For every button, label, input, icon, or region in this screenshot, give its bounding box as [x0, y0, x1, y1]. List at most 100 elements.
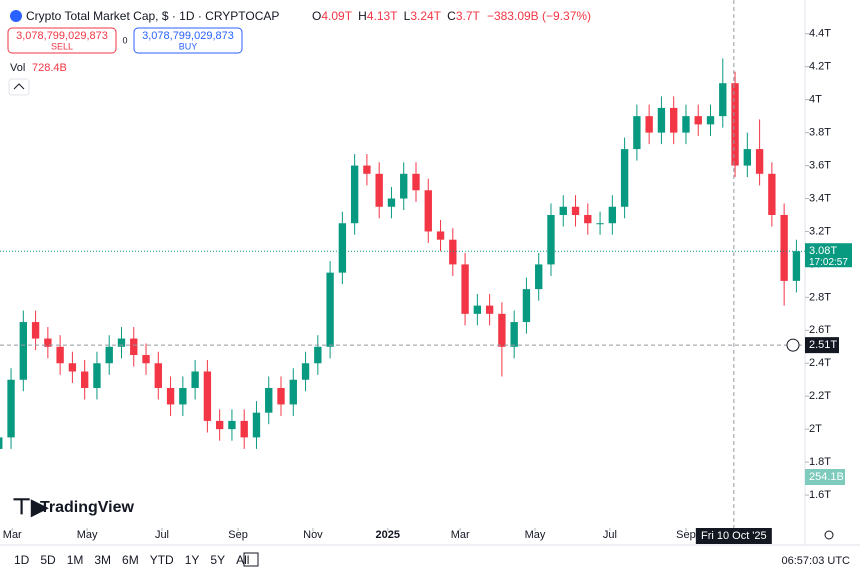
- vol-value: 728.4B: [32, 62, 67, 74]
- c-label: C: [447, 9, 456, 23]
- ohlc: O4.09T H4.13T L3.24T C3.7T −383.09B (−9.…: [312, 9, 591, 23]
- candle-body: [265, 387, 273, 413]
- x-tick-label: Jul: [155, 529, 169, 541]
- buy-label: BUY: [179, 41, 198, 51]
- buy-price: 3,078,799,029,873: [142, 30, 234, 42]
- candle-body: [694, 116, 702, 125]
- candle-body: [473, 305, 482, 314]
- volume-badge: [805, 469, 845, 485]
- y-tick-label: 2.4T: [809, 357, 831, 369]
- h: 4.13T: [367, 9, 398, 23]
- candle-body: [571, 206, 580, 215]
- candle-body: [252, 412, 261, 438]
- candle-body: [510, 322, 518, 347]
- candle-body: [44, 338, 52, 347]
- candle-body: [780, 214, 788, 281]
- candle-body: [154, 363, 162, 388]
- candle-body: [682, 116, 690, 133]
- candle-body: [117, 338, 126, 347]
- buy-button[interactable]: [133, 27, 243, 54]
- range-button[interactable]: 1Y: [185, 553, 200, 567]
- x-tick-label: Sep: [228, 529, 248, 541]
- sell-label: SELL: [51, 41, 73, 51]
- candle-body: [130, 338, 138, 356]
- x-tick-label: May: [77, 529, 98, 541]
- candle-body: [105, 346, 113, 364]
- candle-body: [93, 363, 101, 388]
- o-label: O: [312, 9, 321, 23]
- logo: TradingView: [40, 499, 135, 516]
- y-tick-label: 3.8T: [809, 127, 831, 139]
- crosshair-x-label: Fri 10 Oct '25: [701, 530, 767, 542]
- candle-body: [68, 363, 77, 372]
- candle-body: [301, 363, 310, 380]
- candle-body: [375, 173, 383, 207]
- candle-body: [166, 387, 175, 405]
- x-tick-label: 2025: [376, 529, 400, 541]
- candle-body: [240, 420, 248, 438]
- y-tick-label: 4.4T: [809, 28, 831, 40]
- candle-body: [7, 379, 15, 438]
- range-button[interactable]: 5Y: [210, 553, 225, 567]
- last-price-label: 3.08T: [809, 245, 837, 257]
- crosshair-y-label: 2.51T: [809, 339, 837, 351]
- settings-icon[interactable]: [824, 530, 834, 540]
- candle-body: [387, 198, 396, 207]
- candle-body: [277, 387, 285, 405]
- candle-body: [203, 371, 212, 421]
- candle-body: [731, 83, 739, 166]
- y-tick-label: 2T: [809, 423, 822, 435]
- candle-body: [620, 149, 629, 207]
- y-tick-label: 2.2T: [809, 390, 831, 402]
- candle-body: [645, 116, 653, 133]
- l: 3.24T: [410, 9, 441, 23]
- symbol-title[interactable]: Crypto Total Market Cap, $ · 1D · CRYPTO…: [26, 9, 279, 23]
- x-tick-label: Mar: [3, 529, 22, 541]
- collapse-button[interactable]: [8, 78, 30, 96]
- candle-body: [326, 272, 334, 347]
- candle-body: [56, 346, 64, 364]
- sell-button[interactable]: [7, 27, 117, 54]
- range-button[interactable]: All: [236, 553, 249, 567]
- change: −383.09B (−9.37%): [487, 9, 591, 23]
- spread: 0: [122, 35, 127, 45]
- candle-body: [657, 107, 666, 133]
- range-button[interactable]: 1M: [67, 553, 84, 567]
- candle-body: [449, 239, 457, 265]
- candle-body: [596, 223, 604, 225]
- range-button[interactable]: YTD: [150, 553, 174, 567]
- x-tick-label: Mar: [451, 529, 470, 541]
- candle-body: [80, 371, 89, 388]
- candle-body: [363, 165, 371, 174]
- y-tick-label: 3.4T: [809, 192, 831, 204]
- h-label: H: [358, 9, 367, 23]
- sell-price: 3,078,799,029,873: [16, 30, 108, 42]
- y-tick-label: 2.6T: [809, 324, 831, 336]
- c: 3.7T: [456, 9, 481, 23]
- candle-body: [522, 289, 531, 323]
- y-tick-label: 1.8T: [809, 456, 831, 468]
- date-range-icon[interactable]: [243, 552, 259, 567]
- candle-body: [461, 264, 469, 314]
- countdown: 17:02:57: [809, 257, 848, 268]
- candle-body: [215, 420, 224, 430]
- candle-body: [706, 116, 715, 125]
- range-button[interactable]: 3M: [94, 553, 111, 567]
- range-button[interactable]: 6M: [122, 553, 139, 567]
- candle-body: [768, 173, 776, 215]
- range-button[interactable]: 1D: [14, 553, 30, 567]
- symbol-icon: [10, 10, 22, 22]
- candle-body: [424, 190, 432, 232]
- candle-body: [485, 305, 494, 314]
- candle-body: [633, 116, 641, 150]
- candle-body: [559, 206, 567, 215]
- range-button[interactable]: 5D: [40, 553, 56, 567]
- x-tick-label: May: [525, 529, 546, 541]
- toolbar: 1D 5D 1M 3M 6M YTD 1Y 5Y All: [14, 553, 249, 567]
- x-tick-label: Sep: [676, 529, 696, 541]
- candle-body: [547, 214, 555, 265]
- collapse-icon: [13, 83, 25, 90]
- candle-body: [719, 83, 727, 117]
- candle-body: [400, 173, 408, 199]
- candle-body: [792, 251, 801, 281]
